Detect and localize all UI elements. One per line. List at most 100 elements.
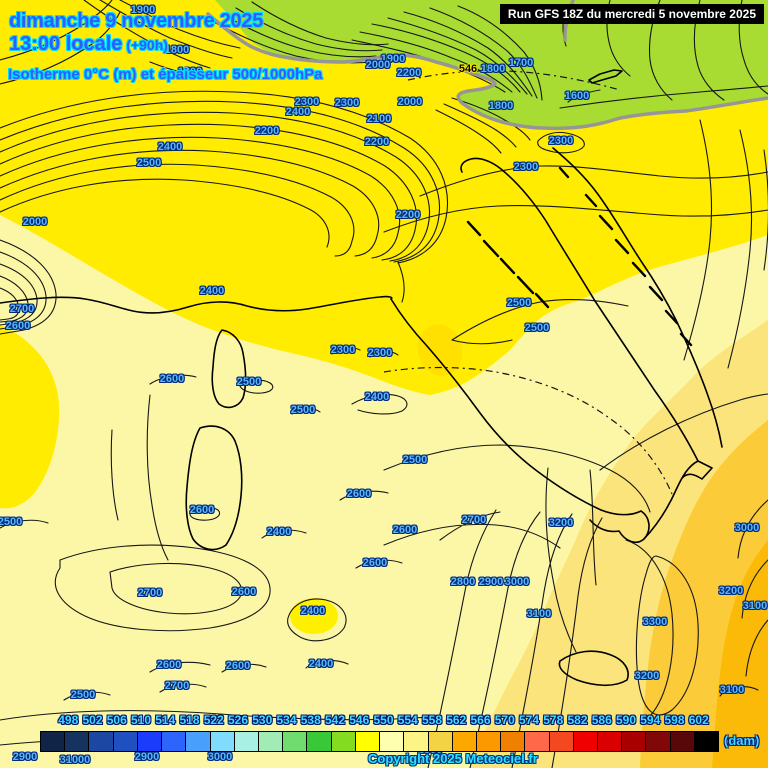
contour-label: 1800 <box>164 43 190 56</box>
contour-label: 2900 <box>134 750 160 763</box>
contour-label: 31000 <box>59 753 91 766</box>
contour-label: 1800 <box>480 62 506 75</box>
scale-swatch <box>403 732 428 751</box>
scale-swatch <box>597 732 622 751</box>
contour-label: 2600 <box>362 556 388 569</box>
contour-label: 2600 <box>231 585 257 598</box>
contour-label: 2400 <box>157 140 183 153</box>
contour-label: 2300 <box>294 95 320 108</box>
contour-label: 2700 <box>137 586 163 599</box>
scale-swatch <box>475 732 501 751</box>
fill-bright-blob <box>290 598 338 634</box>
contour-label: 2200 <box>254 124 280 137</box>
contour-label: 2400 <box>199 284 225 297</box>
contour-label: 2900 <box>478 575 504 588</box>
scale-label: 590 <box>615 713 637 727</box>
contour-label: 2200 <box>364 135 390 148</box>
fill-amber <box>712 540 768 768</box>
scale-label: 510 <box>130 713 152 727</box>
scale-swatch <box>572 732 598 751</box>
contour-label: 2600 <box>225 659 251 672</box>
run-info-box: Run GFS 18Z du mercredi 5 novembre 2025 <box>499 4 764 24</box>
map-subtitle: Isotherme 0°C (m) et épaisseur 500/1000h… <box>8 66 323 83</box>
scale-labels: 498 502 506 510 514 518 522 526 530 534 538 542 546 5… <box>0 713 768 729</box>
contour-label: 2600 <box>156 658 182 671</box>
contour-label: 2500 <box>290 403 316 416</box>
scale-label: 534 <box>276 713 297 727</box>
lake-balaton <box>588 69 623 84</box>
contour-label: 2200 <box>395 208 421 221</box>
contour-label: 3200 <box>718 584 744 597</box>
time-title: 13:00 locale (+90h) <box>9 33 168 56</box>
scale-label: 598 <box>664 713 685 727</box>
scale-label: 538 <box>300 713 321 727</box>
scale-swatch <box>451 732 476 751</box>
contour-label: 2400 <box>285 105 311 118</box>
fill-warm-blob <box>417 324 463 376</box>
scale-swatch <box>621 732 646 751</box>
contour-label: 2600 <box>159 372 185 385</box>
scale-swatch <box>233 732 258 751</box>
date-title: dimanche 9 novembre 2025 <box>9 10 264 32</box>
scale-swatch <box>693 732 719 751</box>
contour-label: 2000 <box>22 215 48 228</box>
scale-label: 514 <box>155 713 176 727</box>
fill-bright-streak <box>0 325 60 509</box>
contour-label: 2400 <box>308 657 334 670</box>
contour-label: 2100 <box>366 112 392 125</box>
scale-swatch <box>330 732 355 751</box>
scale-swatch <box>209 732 234 751</box>
contour-label: 2400 <box>364 390 390 403</box>
scale-swatch <box>354 732 380 751</box>
scale-swatch <box>669 732 694 751</box>
contour-label: 2400 <box>266 525 292 538</box>
scale-label: 550 <box>373 713 394 727</box>
contour-label: 2600 <box>346 487 372 500</box>
scale-swatch <box>161 732 186 751</box>
scale-label: 578 <box>543 713 564 727</box>
scale-swatch <box>88 732 113 751</box>
scale-label: 582 <box>567 713 588 727</box>
scale-swatch <box>257 732 283 751</box>
contour-label: 3300 <box>642 615 668 628</box>
contour-label: 2500 <box>136 156 162 169</box>
scale-swatch <box>41 732 65 751</box>
contour-label: 2700 <box>461 513 487 526</box>
contour-label: 2600 <box>5 319 31 332</box>
scale-label: 530 <box>252 713 273 727</box>
scale-swatch <box>500 732 525 751</box>
scale-label: 574 <box>518 713 540 727</box>
scale-label: 554 <box>397 713 418 727</box>
adriatic-islands <box>466 166 693 347</box>
contour-label: 2300 <box>367 346 393 359</box>
time-label: 13:00 locale <box>9 33 123 55</box>
fill-green-region <box>215 0 768 128</box>
contour-label: 2700 <box>164 679 190 692</box>
scale-label: 542 <box>324 713 346 727</box>
contour-label: 2600 <box>392 523 418 536</box>
contour-label: 2500 <box>506 296 532 309</box>
fill-gold2 <box>640 420 768 768</box>
coastlines <box>0 69 723 687</box>
contour-label: 3200 <box>634 669 660 682</box>
contour-label: 2700 <box>9 302 35 315</box>
scale-swatch-row <box>40 731 719 752</box>
contour-label: 2800 <box>450 575 476 588</box>
contour-label: 1800 <box>488 99 514 112</box>
scale-label: 586 <box>591 713 612 727</box>
forecast-offset-label: (+90h) <box>122 37 168 53</box>
contour-label: 2500 <box>236 375 262 388</box>
scale-label: 562 <box>446 713 467 727</box>
copyright-text: Copyright 2025 Meteociel.fr <box>368 751 538 766</box>
contour-label: 1900 <box>380 52 406 65</box>
scale-label: 506 <box>106 713 127 727</box>
contour-label: 2500 <box>402 453 428 466</box>
thickness-dashed-lines <box>383 70 673 495</box>
contour-label: 2300 <box>330 343 356 356</box>
contour-label: 3100 <box>742 599 768 612</box>
scale-label: 566 <box>470 713 491 727</box>
scale-label: 498 <box>58 713 79 727</box>
